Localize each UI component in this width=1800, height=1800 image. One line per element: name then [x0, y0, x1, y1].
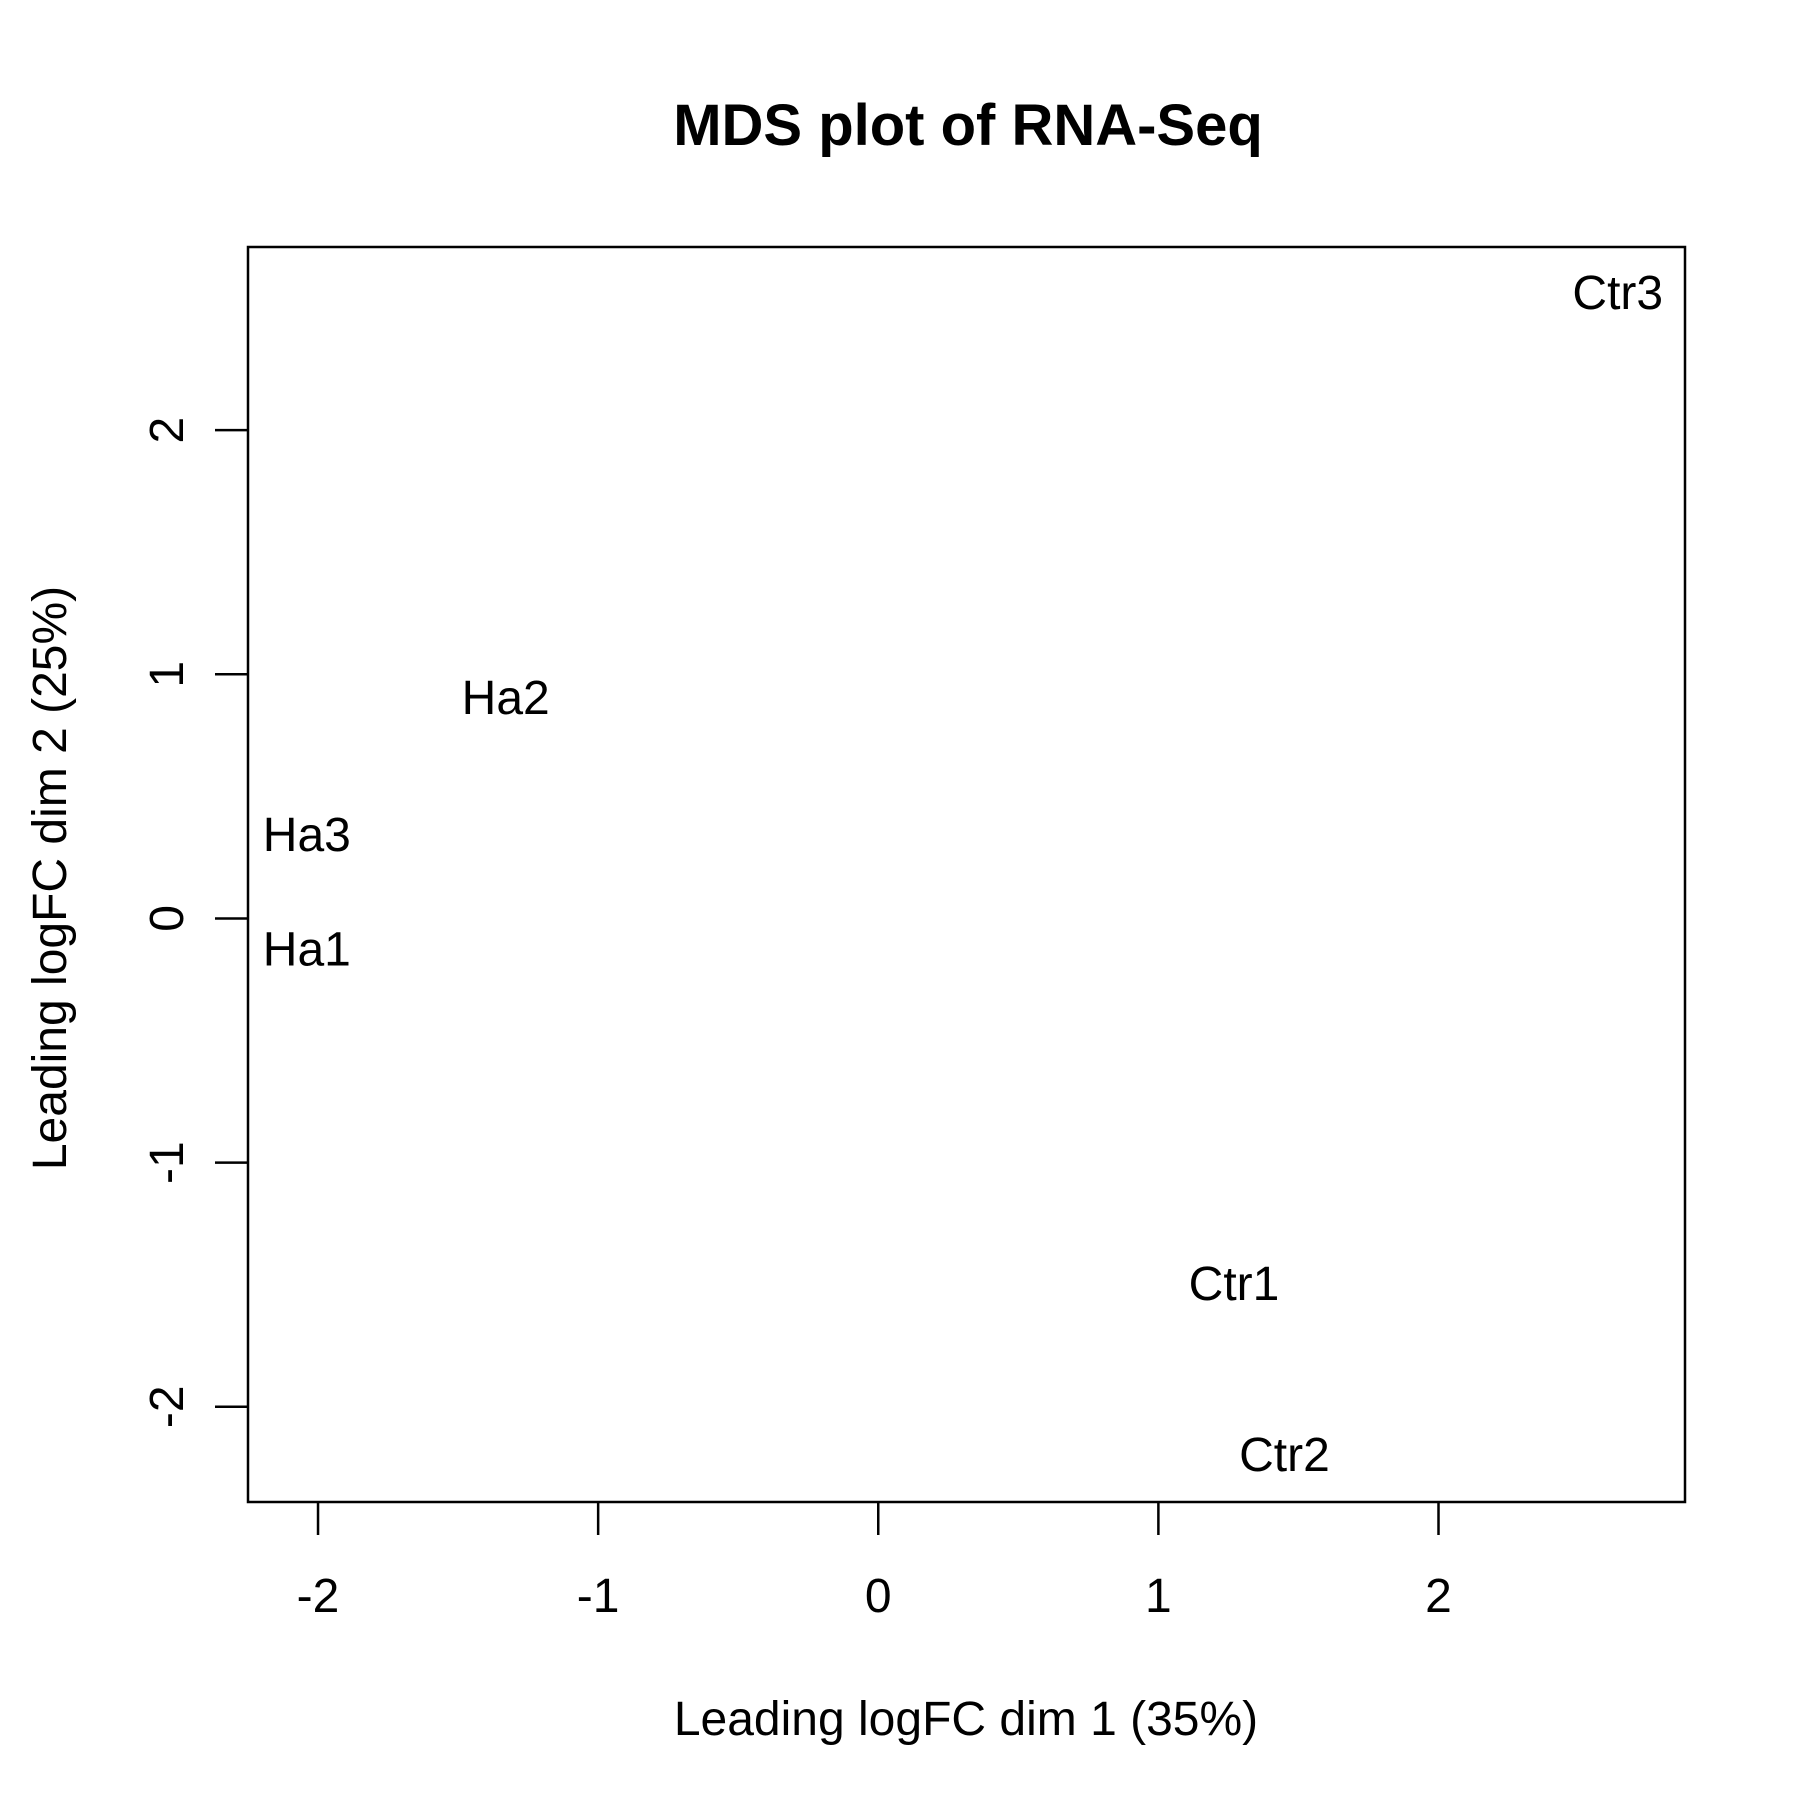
point-label-ctr2: Ctr2 [1239, 1429, 1330, 1482]
y-tick-label: -2 [141, 1385, 194, 1428]
y-axis: -2 -1 0 1 2 [141, 417, 248, 1428]
x-tick-label: 2 [1425, 1570, 1452, 1623]
point-label-ha1: Ha1 [263, 924, 351, 977]
x-tick-label: 0 [865, 1570, 892, 1623]
y-tick-label: -1 [141, 1141, 194, 1184]
y-axis-label: Leading logFC dim 2 (25%) [24, 586, 77, 1170]
x-axis: -2 -1 0 1 2 [297, 1502, 1452, 1623]
x-tick-label: 1 [1145, 1570, 1172, 1623]
point-label-ctr3: Ctr3 [1572, 267, 1663, 320]
y-tick-label: 1 [141, 661, 194, 688]
y-tick-label: 0 [141, 905, 194, 932]
point-label-ctr1: Ctr1 [1189, 1258, 1280, 1311]
x-tick-label: -1 [577, 1570, 620, 1623]
x-tick-label: -2 [297, 1570, 340, 1623]
plot-frame [246, 245, 1687, 1504]
data-points: Ha1 Ha2 Ha3 Ctr1 Ctr2 Ctr3 [263, 267, 1663, 1482]
point-label-ha2: Ha2 [462, 672, 550, 725]
point-label-ha3: Ha3 [263, 809, 351, 862]
chart-title: MDS plot of RNA-Seq [673, 93, 1263, 158]
x-axis-label: Leading logFC dim 1 (35%) [674, 1693, 1258, 1746]
y-tick-label: 2 [141, 417, 194, 444]
